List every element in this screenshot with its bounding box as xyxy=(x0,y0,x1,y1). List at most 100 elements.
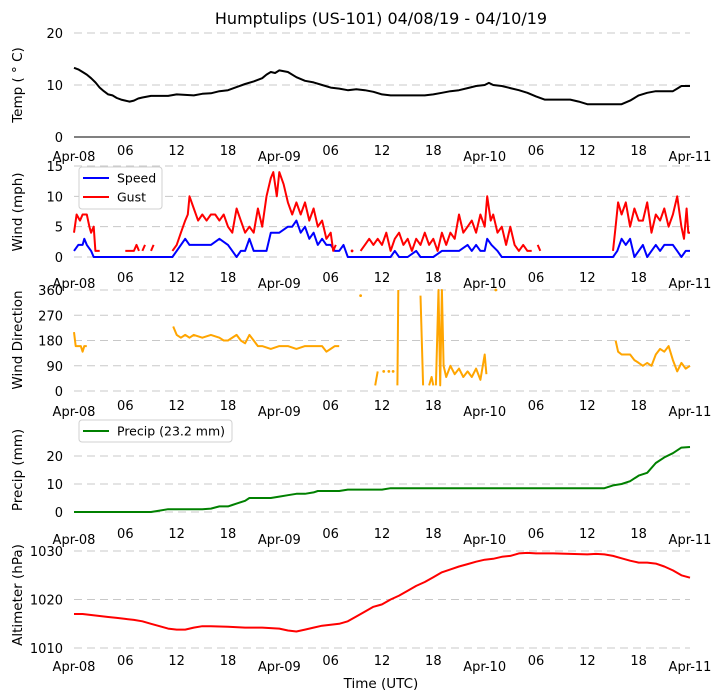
x-tick-label: 12 xyxy=(168,144,185,159)
x-tick-label: 06 xyxy=(322,654,339,669)
x-tick-label: 18 xyxy=(220,654,237,669)
x-tick-label: 06 xyxy=(117,654,134,669)
y-axis-label: Precip (mm) xyxy=(10,429,26,511)
y-tick-label: 360 xyxy=(38,284,63,299)
series-gust-line xyxy=(141,244,146,252)
x-tick-label: 18 xyxy=(630,527,647,542)
x-tick-label: 06 xyxy=(117,271,134,286)
x-tick-label: 12 xyxy=(579,399,596,414)
x-tick-label: 06 xyxy=(117,399,134,414)
series-direction-point xyxy=(494,288,498,292)
legend-entry: Speed xyxy=(117,171,156,186)
panel-altimeter: 1010 1020 1030 Apr-08 06 12 18 Apr-09 06 12 18 Apr-… xyxy=(10,544,711,675)
x-tick-label: 06 xyxy=(528,271,545,286)
panel-temperature: 0 10 20 Apr-08 06 12 18 Apr-09 06 12 18 Apr-10 06 12 1… xyxy=(10,27,711,165)
series-gust-line xyxy=(359,195,532,252)
x-tick-label: 06 xyxy=(322,271,339,286)
x-tick-label: Apr-08 xyxy=(53,405,96,420)
x-tick-label: 06 xyxy=(528,527,545,542)
y-tick-label: 0 xyxy=(55,131,63,146)
y-tick-label: 5 xyxy=(55,221,63,236)
x-tick-label: Apr-10 xyxy=(463,533,506,548)
y-tick-label: 0 xyxy=(55,385,63,400)
y-tick-label: 10 xyxy=(46,478,63,493)
x-tick-label: Apr-08 xyxy=(53,660,96,675)
x-tick-label: Apr-10 xyxy=(463,277,506,292)
series-gust-line xyxy=(125,243,140,252)
panel-wind: 0 5 10 15 Apr-08 06 12 18 Apr-09 06 12 18 Apr-10 06 12… xyxy=(10,160,711,292)
x-tick-label: 18 xyxy=(220,399,237,414)
y-tick-label: 10 xyxy=(46,79,63,94)
x-tick-label: 18 xyxy=(630,271,647,286)
x-tick-label: 06 xyxy=(117,527,134,542)
series-direction-point xyxy=(391,369,395,373)
xaxis-label: Time (UTC) xyxy=(343,676,419,692)
x-tick-label: 12 xyxy=(374,399,391,414)
chart-title: Humptulips (US-101) 04/08/19 - 04/10/19 xyxy=(215,9,547,28)
x-tick-label: Apr-11 xyxy=(669,277,712,292)
x-tick-label: Apr-08 xyxy=(53,150,96,165)
x-tick-label: 12 xyxy=(168,654,185,669)
x-tick-label: 06 xyxy=(528,654,545,669)
x-tick-label: 06 xyxy=(528,144,545,159)
series-direction-point xyxy=(387,369,391,373)
x-tick-label: 12 xyxy=(168,527,185,542)
y-tick-label: 270 xyxy=(38,309,63,324)
x-tick-label: 18 xyxy=(425,527,442,542)
x-tick-label: 18 xyxy=(220,271,237,286)
x-tick-label: 18 xyxy=(630,654,647,669)
x-tick-label: 12 xyxy=(374,654,391,669)
series-direction-line xyxy=(396,289,400,386)
y-tick-label: 90 xyxy=(46,360,63,375)
y-tick-label: 0 xyxy=(55,251,63,266)
y-tick-label: 180 xyxy=(38,335,63,350)
x-tick-label: 06 xyxy=(322,144,339,159)
series-direction-line xyxy=(172,326,340,353)
x-tick-label: 12 xyxy=(168,399,185,414)
x-tick-label: 12 xyxy=(579,527,596,542)
series-altimeter-line xyxy=(74,551,691,633)
x-tick-label: Apr-08 xyxy=(53,277,96,292)
legend-entry: Precip (23.2 mm) xyxy=(117,424,225,439)
x-tick-label: Apr-09 xyxy=(258,150,301,165)
x-tick-label: Apr-10 xyxy=(463,660,506,675)
panel-wind_direction: 0 90 180 270 360 Apr-08 06 12 18 Apr-09 06 12 18 Apr-… xyxy=(10,284,711,420)
legend-box xyxy=(78,419,233,443)
series-gust-line xyxy=(73,213,100,252)
y-axis-label: Temp ( ° C) xyxy=(10,47,26,124)
x-tick-label: Apr-11 xyxy=(669,405,712,420)
series-direction-line xyxy=(419,295,425,386)
x-tick-label: 18 xyxy=(220,144,237,159)
y-tick-label: 20 xyxy=(46,27,63,42)
y-tick-label: 1030 xyxy=(30,545,63,560)
series-speed-line xyxy=(73,219,690,258)
x-tick-label: Apr-09 xyxy=(258,405,301,420)
series-precip-line xyxy=(74,446,691,513)
x-tick-label: 12 xyxy=(374,271,391,286)
series-direction-line xyxy=(434,289,488,387)
x-tick-label: 12 xyxy=(579,654,596,669)
series-gust-point xyxy=(350,249,354,253)
series-direction-point xyxy=(382,369,386,373)
x-tick-label: 06 xyxy=(117,144,134,159)
series-temp-line xyxy=(73,66,690,106)
series-direction-line xyxy=(428,376,435,386)
x-tick-label: Apr-11 xyxy=(669,150,712,165)
x-tick-label: 18 xyxy=(425,654,442,669)
x-tick-label: Apr-09 xyxy=(258,277,301,292)
y-axis-label: Wind Direction xyxy=(10,290,26,389)
y-tick-label: 0 xyxy=(55,506,63,521)
y-tick-label: 20 xyxy=(46,450,63,465)
legend: Precip (23.2 mm) xyxy=(78,419,233,443)
x-tick-label: 18 xyxy=(630,144,647,159)
x-tick-label: 06 xyxy=(322,527,339,542)
x-tick-label: 18 xyxy=(425,399,442,414)
x-tick-label: 12 xyxy=(579,144,596,159)
x-tick-label: Apr-11 xyxy=(669,533,712,548)
x-tick-label: 18 xyxy=(425,144,442,159)
x-tick-label: Apr-11 xyxy=(669,660,712,675)
series-gust-line xyxy=(150,244,155,252)
x-tick-label: Apr-10 xyxy=(463,150,506,165)
x-tick-label: 12 xyxy=(168,271,185,286)
